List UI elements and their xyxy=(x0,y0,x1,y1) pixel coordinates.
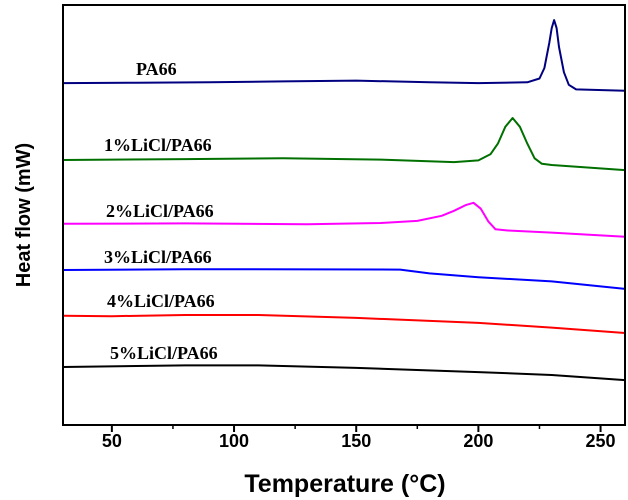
series-label-1pct: 1%LiCl/PA66 xyxy=(104,135,212,155)
plot-frame xyxy=(62,4,626,426)
x-tick-label: 200 xyxy=(463,431,493,451)
series-line-2 xyxy=(62,201,626,238)
series-label-3pct: 3%LiCl/PA66 xyxy=(104,247,212,267)
series-line-0 xyxy=(62,19,626,92)
series-line-3 xyxy=(62,268,626,290)
x-tick-label: 100 xyxy=(219,431,249,451)
x-tick-label: 50 xyxy=(102,431,122,451)
x-ticks: 50 100 150 200 250 xyxy=(102,425,616,451)
x-tick-label: 150 xyxy=(341,431,371,451)
series-line-4 xyxy=(62,314,626,334)
series-label-pa66: PA66 xyxy=(136,59,177,79)
curves xyxy=(62,19,626,382)
y-axis-title: Heat flow (mW) xyxy=(13,143,35,287)
series-line-5 xyxy=(62,364,626,382)
x-axis-title: Temperature (°C) xyxy=(244,470,445,498)
series-line-1 xyxy=(62,117,626,172)
series-label-2pct: 2%LiCl/PA66 xyxy=(106,201,214,221)
series-label-5pct: 5%LiCl/PA66 xyxy=(110,343,218,363)
x-tick-label: 250 xyxy=(586,431,616,451)
series-label-4pct: 4%LiCl/PA66 xyxy=(107,291,215,311)
